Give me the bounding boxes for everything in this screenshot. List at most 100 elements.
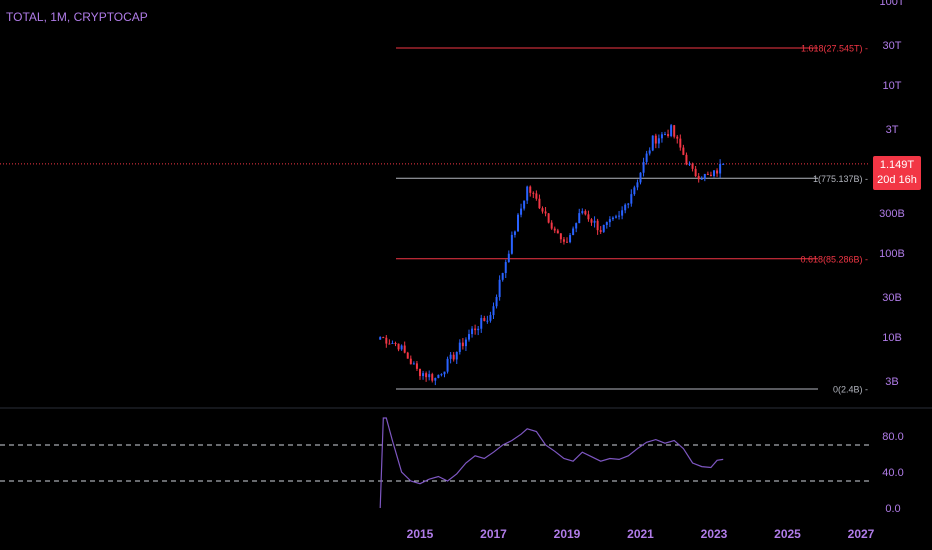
candle-body [553,228,556,231]
price-tick-label: 30B [882,292,902,304]
candle-body [581,211,584,214]
candle-body [415,363,418,369]
fib-label: 0.618(85.286B) - [800,254,868,264]
price-tick-label: 100T [879,0,904,8]
candlestick-series [379,123,725,386]
rsi-tick-label: 80.0 [882,431,903,443]
candle-body [584,211,587,215]
candle-body [544,211,547,214]
time-axis: 2015 2017 2019 2021 2023 2025 2027 [407,527,875,541]
candle-body [556,230,559,234]
candle-body [688,163,691,165]
candle-body [385,337,388,344]
candle-body [501,273,504,280]
fib-levels: 1.618(27.545T) - 1(775.137B) - 0.618(85.28… [396,44,868,395]
candle-body [455,351,458,360]
candle-body [526,186,529,201]
candle-body [510,234,513,254]
candle-body [562,239,565,242]
candle-body [538,198,541,209]
candle-body [461,342,464,347]
time-tick-label: 2025 [774,527,801,541]
time-tick-label: 2021 [627,527,654,541]
candle-body [480,318,483,329]
candle-body [691,163,694,169]
candle-body [474,328,477,331]
last-price-tag: 1.149T 20d 16h [873,156,921,190]
candle-body [596,220,599,231]
candle-body [670,125,673,136]
candle-body [664,134,666,136]
candle-body [492,306,495,316]
candle-body [498,279,501,298]
candle-body [642,161,645,173]
candle-body [621,210,624,216]
candle-body [679,138,682,148]
candle-body [615,216,617,218]
candle-body [608,219,611,223]
rsi-tick-label: 0.0 [885,503,900,515]
candle-body [660,134,663,139]
price-tick-label: 3B [885,376,898,388]
candle-body [520,208,523,215]
candle-body [468,334,470,340]
candle-body [569,235,572,243]
candle-body [440,374,443,376]
fib-label: 1.618(27.545T) - [801,44,868,54]
candle-body [559,233,562,240]
candle-body [471,328,474,335]
candle-body [587,214,590,220]
candle-body [633,187,636,195]
candle-body [667,134,670,136]
candle-body [437,374,440,378]
candle-body [716,170,719,174]
candle-body [382,337,385,339]
rsi-tick-label: 40.0 [882,467,903,479]
candle-body [409,358,412,365]
candle-body [504,262,507,274]
candle-body [685,154,688,165]
candle-body [458,342,461,352]
candle-body [682,147,685,155]
candle-body [648,150,651,154]
last-price: 1.149T [879,159,915,171]
candle-body [464,339,467,347]
candle-body [719,164,722,174]
candle-body [590,219,593,223]
candle-body [529,186,532,193]
rsi-series [379,417,724,509]
symbol-label: TOTAL, 1M, CRYPTOCAP [6,10,148,24]
bar-countdown: 20d 16h [877,174,917,186]
candle-body [676,136,679,139]
candle-body [706,173,709,175]
candle-body [575,223,578,229]
candle-body [627,203,630,205]
candle-body [673,125,676,137]
candle-body [713,170,715,176]
candle-body [391,342,394,344]
candle-body [697,176,700,180]
candle-body [639,172,642,183]
price-axis: 3B10B30B100B300B1T3T10T30T100T0.040.080.… [879,0,905,515]
candle-body [636,182,639,188]
candle-body [489,315,492,321]
candle-body [722,163,725,165]
candle-body [645,153,648,162]
candle-body [428,374,431,378]
candle-body [406,352,409,359]
candle-body [403,345,406,353]
candle-body [379,337,382,340]
candle-body [624,204,627,211]
candle-body [446,358,449,372]
grid-and-bands [0,163,932,482]
candle-body [651,135,654,151]
candle-body [425,373,428,378]
candle-body [449,354,452,359]
candle-body [709,174,712,176]
candle-body [618,215,621,217]
time-tick-label: 2027 [848,527,875,541]
price-tick-label: 30T [883,40,902,52]
price-tick-label: 3T [886,124,899,136]
candle-body [593,220,596,223]
